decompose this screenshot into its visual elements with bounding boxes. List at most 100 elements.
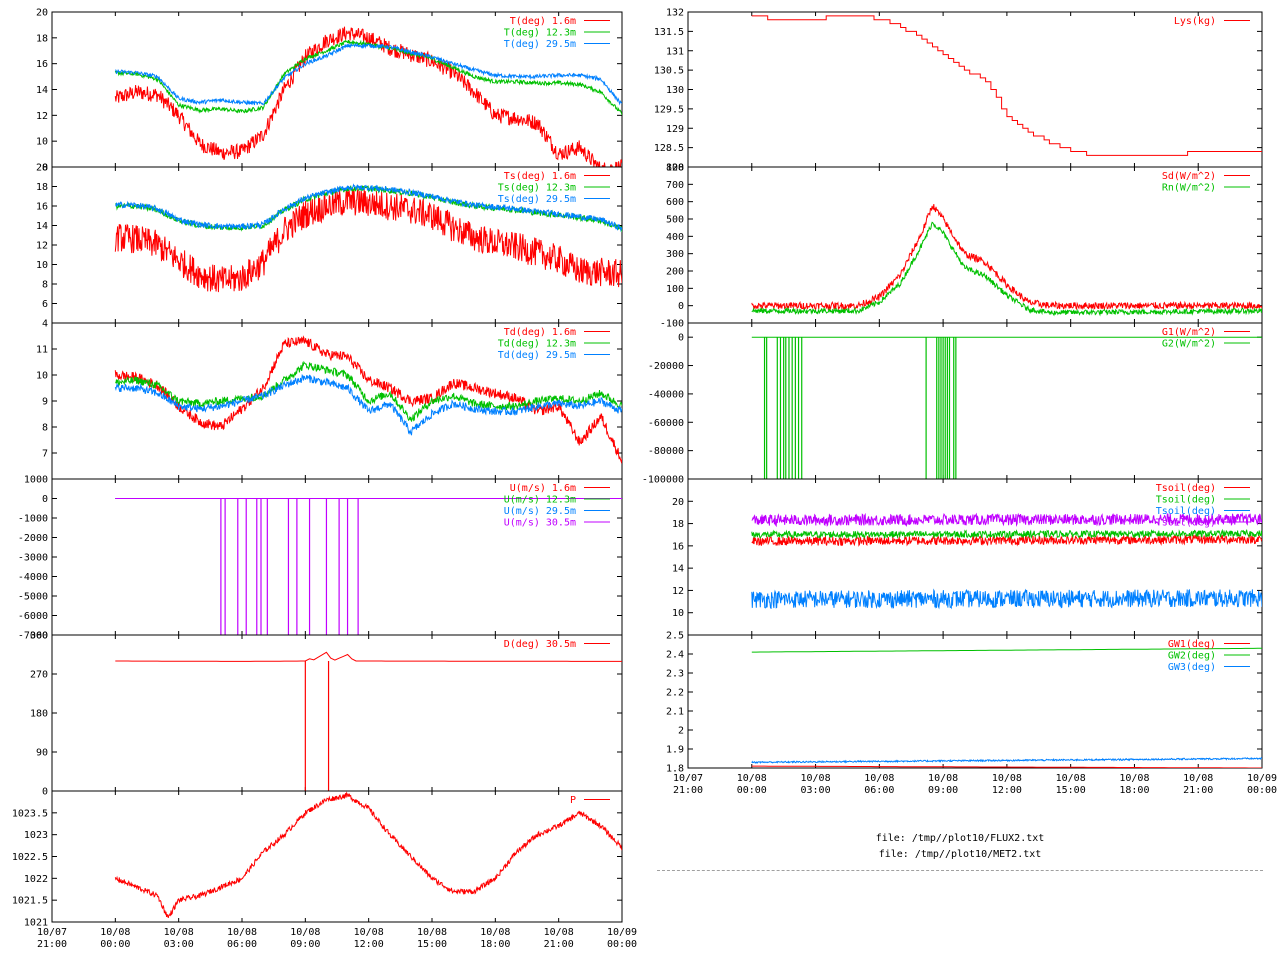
y-tick-label: 10 (36, 137, 48, 148)
panel-T: 8 10 12 14 16 18 20 T(deg) 1.6mT(deg) 12.3mT(de… (36, 8, 623, 174)
x-tick-date: 10/08 (1183, 773, 1213, 784)
legend-label: Ts(deg) 1.6m (504, 171, 576, 182)
x-tick-date: 10/08 (480, 927, 510, 938)
x-tick-date: 10/08 (100, 927, 130, 938)
x-tick-date: 10/09 (607, 927, 637, 938)
y-tick-label: 18 (672, 519, 684, 530)
legend-label: T(deg) 29.5m (504, 39, 576, 50)
x-tick-time: 03:00 (164, 939, 194, 950)
series-line-Tsoil-0 (751, 533, 1262, 547)
x-tick-time: 06:00 (227, 939, 257, 950)
file-label-flux: file: /tmp//plot10/FLUX2.txt (875, 833, 1045, 844)
y-tick-label: 1023 (24, 830, 48, 841)
series-group (751, 512, 1262, 610)
y-tick-label: -1000 (18, 514, 48, 525)
series-group (751, 15, 1262, 156)
y-tick-label: 11 (36, 345, 48, 356)
series-line-Tsoil-2 (751, 588, 1262, 610)
y-tick-label: 200 (666, 267, 684, 278)
series-group (751, 647, 1262, 768)
y-tick-label: 300 (666, 249, 684, 260)
panel-D: 0 90 180 270 360 D(deg) 30.5m (30, 631, 623, 798)
panel-GW: 1.8 1.9 2 2.1 2.2 2.3 2.4 2.5 GW1(deg)GW2(deg)GW… (666, 631, 1263, 775)
x-tick-time: 21:00 (1183, 785, 1213, 796)
legend-label: Ts(deg) 29.5m (498, 194, 576, 205)
legend-label: Ts(deg) 12.3m (498, 183, 576, 194)
x-tick-time: 21:00 (673, 785, 703, 796)
y-tick-label: 131 (666, 46, 684, 57)
y-tick-label: 10 (672, 608, 684, 619)
x-tick-time: 21:00 (544, 939, 574, 950)
series-line-Sd-0 (751, 203, 1262, 311)
y-tick-label: 130 (666, 85, 684, 96)
y-tick-label: 7 (42, 449, 48, 460)
x-tick-date: 10/08 (801, 773, 831, 784)
legend-label: Tsoil(deg) (1156, 483, 1216, 494)
series-line-Td-2 (114, 373, 622, 436)
x-tick-date: 10/07 (37, 927, 67, 938)
y-tick-label: 132 (666, 8, 684, 19)
y-tick-label: 129 (666, 124, 684, 135)
y-tick-label: 2.1 (666, 707, 684, 718)
x-tick-time: 09:00 (928, 785, 958, 796)
footer-divider (657, 870, 1263, 871)
y-tick-label: -4000 (18, 572, 48, 583)
series-line-Ts-2 (115, 183, 622, 233)
y-tick-label: 0 (678, 301, 684, 312)
y-tick-label: 500 (666, 215, 684, 226)
y-tick-label: 90 (36, 748, 48, 759)
y-tick-label: -7000 (18, 631, 48, 642)
legend-label: Td(deg) 12.3m (498, 339, 576, 350)
panel-G: -100000 -80000 -60000 -40000 -20000 0 G1(W/m^2… (642, 322, 1263, 486)
file-label-met: file: /tmp//plot10/MET2.txt (878, 849, 1042, 860)
y-tick-label: 2.3 (666, 669, 684, 680)
legend-label: G2(W/m^2) (1162, 339, 1216, 350)
y-tick-label: 1.8 (666, 764, 684, 775)
y-tick-label: 4 (42, 319, 48, 330)
y-tick-label: -80000 (648, 446, 684, 457)
y-tick-label: 128 (666, 163, 684, 174)
series-line-GW-2 (751, 756, 1262, 764)
panel-frame (51, 634, 623, 792)
y-tick-label: 0 (42, 787, 48, 798)
y-tick-label: 600 (666, 197, 684, 208)
panel-Tsoil: 101214161820Tsoil(deg)Tsoil(deg)Tsoil(de… (672, 478, 1263, 636)
series-line-D-0 (115, 651, 622, 662)
y-tick-label: 129.5 (654, 104, 684, 115)
x-tick-date: 10/07 (673, 773, 703, 784)
legend-label: U(m/s) 1.6m (510, 483, 576, 494)
series-line-Tsoil-3 (751, 512, 1262, 528)
y-tick-label: 0 (678, 333, 684, 344)
legend-label: Td(deg) 1.6m (504, 327, 576, 338)
x-tick-date: 10/09 (1247, 773, 1277, 784)
y-tick-label: 18 (36, 33, 48, 44)
x-tick-date: 10/08 (864, 773, 894, 784)
series-group (751, 203, 1262, 317)
series-line-T-1 (114, 39, 622, 116)
x-tick-time: 15:00 (417, 939, 447, 950)
y-tick-label: 2.5 (666, 631, 684, 642)
y-tick-label: 180 (30, 709, 48, 720)
y-tick-label: 1021 (24, 918, 48, 929)
panel-frame (51, 790, 623, 923)
y-tick-label: 1022.5 (12, 852, 48, 863)
y-tick-label: 14 (36, 221, 48, 232)
y-tick-label: 100 (666, 284, 684, 295)
panel-frame (687, 634, 1263, 769)
y-tick-label: 131.5 (654, 27, 684, 38)
series-line-Td-0 (114, 335, 622, 465)
x-tick-date: 10/08 (737, 773, 767, 784)
y-tick-label: 10 (36, 371, 48, 382)
x-tick-time: 00:00 (1247, 785, 1277, 796)
y-tick-label: 8 (42, 280, 48, 291)
x-tick-time: 09:00 (290, 939, 320, 950)
legend-label: U(m/s) 30.5m (504, 518, 576, 529)
y-tick-label: -3000 (18, 553, 48, 564)
x-tick-date: 10/08 (1056, 773, 1086, 784)
y-tick-label: 128.5 (654, 143, 684, 154)
y-tick-label: -60000 (648, 418, 684, 429)
legend-label: Tsoil(deg) (1156, 518, 1216, 529)
y-tick-label: -100000 (642, 475, 684, 486)
